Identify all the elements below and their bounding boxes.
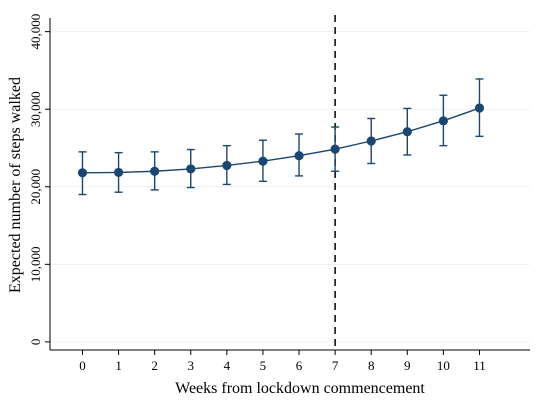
x-tick-label: 5	[260, 358, 267, 373]
x-tick-label: 7	[332, 358, 339, 373]
y-tick-label: 30,000	[28, 91, 43, 127]
data-point	[366, 136, 376, 146]
data-point	[438, 116, 448, 126]
data-point	[258, 156, 268, 166]
series-layer	[77, 78, 485, 196]
data-point	[150, 166, 160, 176]
data-point	[402, 127, 412, 137]
data-point	[77, 168, 88, 178]
x-tick-label: 8	[368, 358, 375, 373]
data-point	[222, 160, 232, 171]
y-tick-label: 10,000	[28, 246, 43, 282]
x-tick-label: 2	[151, 358, 158, 373]
y-tick-label: 20,000	[28, 169, 43, 205]
x-tick-label: 4	[224, 358, 231, 373]
series-line	[82, 107, 480, 174]
y-tick-label: 40,000	[28, 14, 43, 50]
data-point	[474, 103, 485, 113]
data-point	[186, 164, 196, 174]
x-tick-label: 9	[404, 358, 411, 373]
axes: 0 10,000 20,000 30,000 40,000 0 1 2 3 4 5 6 7 8 9 10 11	[28, 14, 530, 373]
y-tick-label: 0	[28, 339, 43, 346]
x-tick-label: 11	[473, 358, 486, 373]
x-axis-title: Weeks from lockdown commencement	[175, 380, 425, 397]
grid-lines	[50, 31, 530, 343]
data-point	[113, 167, 124, 178]
y-axis-title: Expected number of steps walked	[7, 77, 24, 293]
x-tick-label: 10	[437, 358, 450, 373]
x-tick-label: 0	[79, 358, 86, 373]
data-point	[330, 144, 340, 154]
x-tick-label: 1	[115, 358, 122, 373]
x-tick-label: 3	[188, 358, 195, 373]
data-point	[294, 151, 304, 161]
x-tick-label: 6	[296, 358, 303, 373]
